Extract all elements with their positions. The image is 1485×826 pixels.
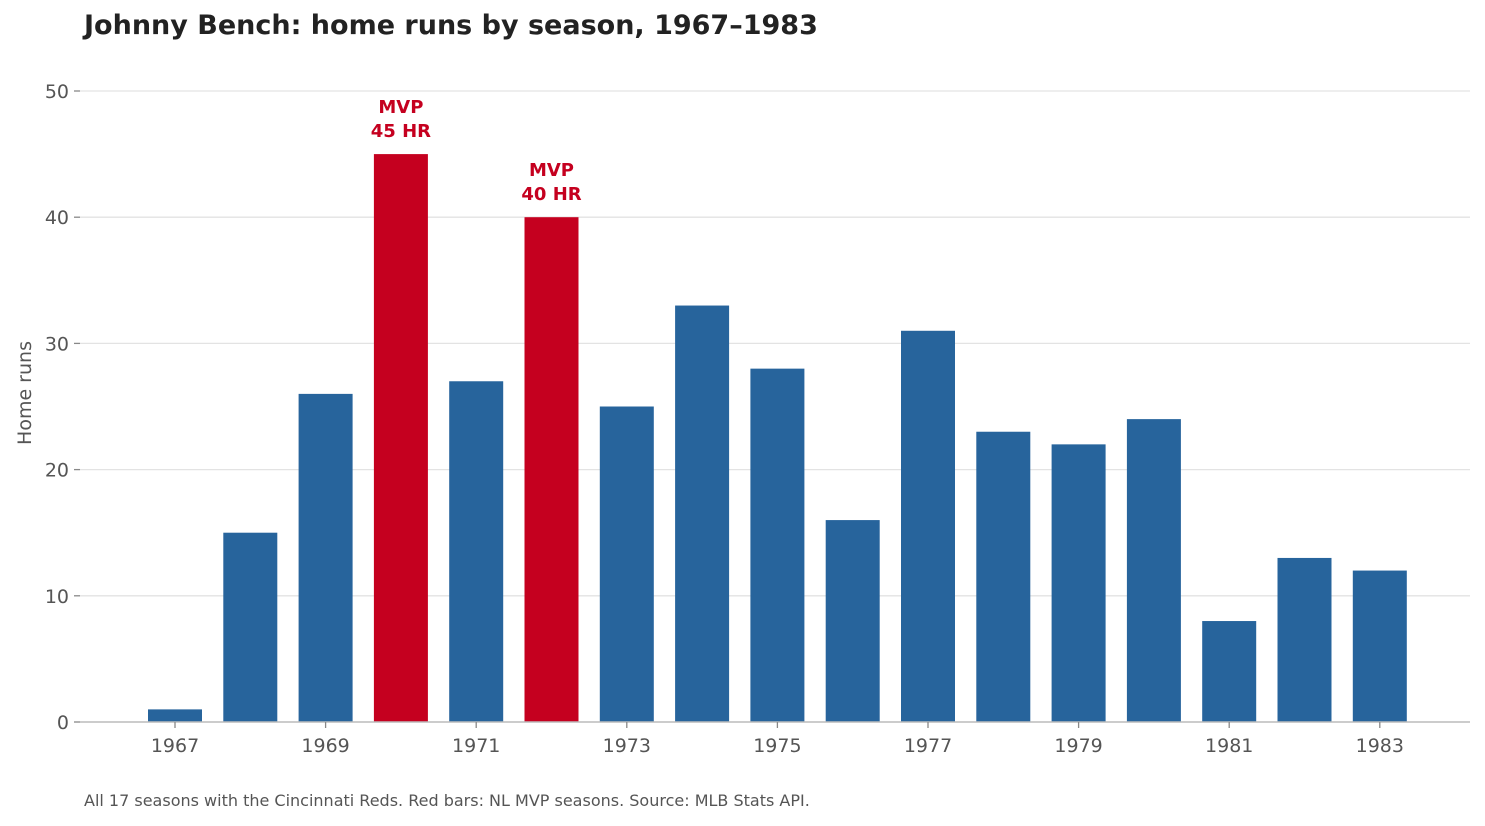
- x-tick-label: 1977: [904, 735, 952, 757]
- x-tick-label: 1971: [452, 735, 500, 757]
- y-axis-label: Home runs: [14, 341, 36, 445]
- bar-1967: [148, 709, 202, 722]
- bar-1981: [1202, 621, 1257, 722]
- bar-1974: [675, 305, 730, 722]
- bars: [148, 154, 1407, 723]
- bar-1977: [901, 330, 955, 722]
- x-tick-label: 1979: [1054, 735, 1102, 757]
- x-tick-label: 1973: [603, 735, 651, 757]
- y-tick-label: 20: [45, 460, 69, 482]
- bar-1982: [1277, 557, 1332, 722]
- bar-1968: [223, 532, 278, 722]
- bar-1979: [1051, 444, 1106, 722]
- y-tick-label: 40: [45, 207, 69, 229]
- chart-title: Johnny Bench: home runs by season, 1967–…: [84, 10, 818, 41]
- bar-1983: [1352, 570, 1407, 722]
- annotation-1970: MVP: [378, 97, 423, 118]
- bar-1969: [298, 393, 353, 722]
- x-tick-label: 1981: [1205, 735, 1253, 757]
- footnote: All 17 seasons with the Cincinnati Reds.…: [84, 791, 810, 810]
- annotation-1972: MVP: [529, 160, 574, 181]
- x-tick-label: 1967: [151, 735, 199, 757]
- bar-1973: [599, 406, 654, 722]
- bar-1970: [373, 154, 428, 723]
- bar-1976: [825, 520, 880, 722]
- bar-1978: [976, 431, 1031, 722]
- x-tick-label: 1983: [1356, 735, 1404, 757]
- axes: 0 10 20 30 40 50 1967 1969 1971 1973 1975 1977 1979 1…: [45, 81, 1470, 757]
- bar-1972: [524, 217, 579, 722]
- x-tick-label: 1975: [753, 735, 801, 757]
- y-tick-label: 0: [57, 712, 69, 734]
- y-tick-label: 50: [45, 81, 69, 103]
- y-tick-label: 10: [45, 586, 69, 608]
- x-tick-label: 1969: [301, 735, 349, 757]
- annotations: MVP 45 HR MVP 40 HR: [371, 97, 582, 205]
- bar-1975: [750, 368, 805, 722]
- annotation-1972: 40 HR: [521, 184, 581, 205]
- y-tick-label: 30: [45, 333, 69, 355]
- bar-1980: [1126, 419, 1181, 722]
- bar-1971: [449, 381, 504, 722]
- annotation-1970: 45 HR: [371, 121, 431, 142]
